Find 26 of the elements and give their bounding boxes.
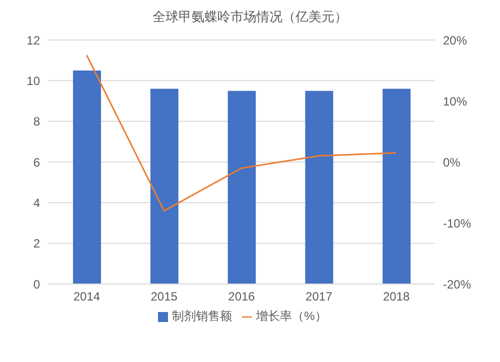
y-tick-label: 8 <box>33 114 40 129</box>
x-tick-label: 2016 <box>228 290 256 304</box>
y2-tick-label: 10% <box>443 94 468 108</box>
bar <box>150 88 178 284</box>
line-series <box>86 54 398 212</box>
y2-tick-label: 20% <box>443 33 468 48</box>
x-tick-label: 2018 <box>382 290 410 304</box>
legend-label: 增长率（%） <box>256 309 327 323</box>
y-tick-label: 12 <box>26 33 40 48</box>
bar <box>73 70 101 284</box>
y-tick-label: 2 <box>33 236 40 251</box>
y-tick-label: 0 <box>33 277 40 292</box>
y-tick-label: 6 <box>33 155 40 170</box>
legend-label: 制剂销售额 <box>172 309 232 323</box>
bar <box>228 90 256 284</box>
chart-title: 全球甲氨蝶呤市场情况（亿美元） <box>152 8 348 26</box>
y-tick-label: 4 <box>33 196 40 210</box>
y2-tick-label: 0% <box>443 155 461 170</box>
y2-tick-label: -10% <box>443 216 472 230</box>
x-tick-label: 2015 <box>150 290 178 304</box>
y-tick-label: 10 <box>26 74 40 88</box>
x-tick-label: 2014 <box>73 290 100 304</box>
bar <box>305 90 334 284</box>
x-tick-label: 2017 <box>306 290 333 304</box>
y2-tick-label: -20% <box>443 277 472 292</box>
bar <box>382 88 411 284</box>
